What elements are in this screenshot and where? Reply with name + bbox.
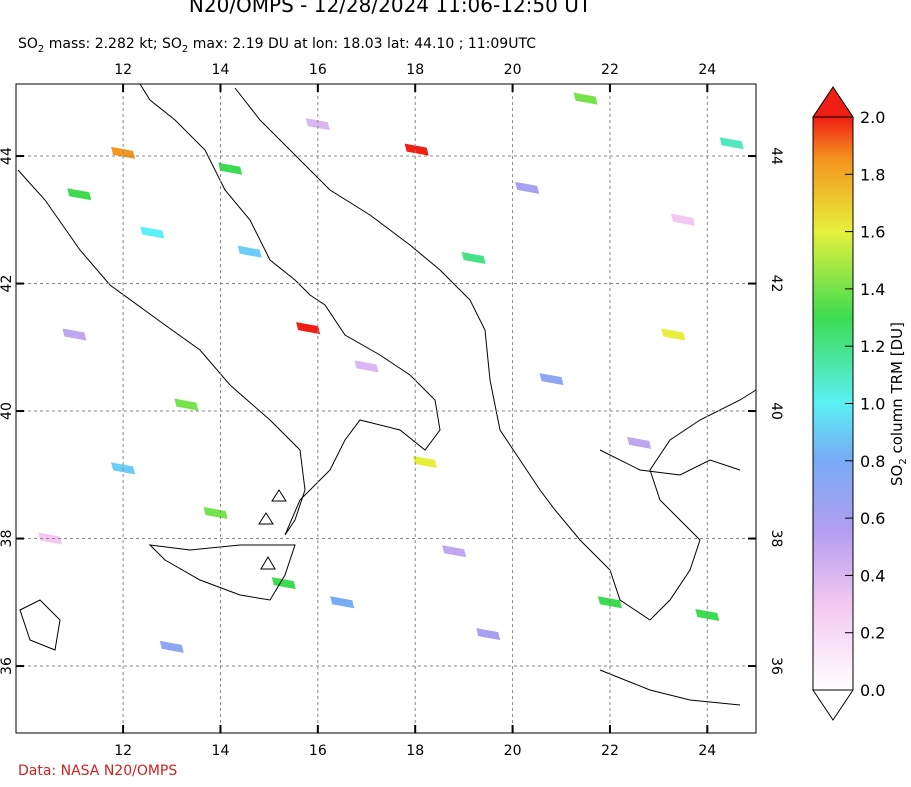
so2-pixel	[695, 609, 720, 622]
colorbar-tick-label: 1.2	[860, 337, 885, 356]
colorbar-tick-label: 1.6	[860, 223, 885, 242]
subscript: 2	[38, 44, 44, 55]
x-tick-label: 20	[504, 743, 522, 759]
x-tick-label: 18	[406, 743, 424, 759]
so2-pixel	[412, 456, 437, 469]
so2-pixel	[573, 92, 598, 105]
so2-pixel	[67, 188, 92, 201]
so2-pixel	[461, 252, 486, 265]
colorbar-max-arrow	[812, 86, 854, 118]
so2-pixel	[539, 373, 564, 386]
colorbar-label: SO2 column TRM [DU]	[888, 322, 909, 486]
x-tick-label: 18	[406, 62, 424, 78]
so2-pixel	[159, 640, 184, 653]
x-tick-label: 22	[601, 743, 619, 759]
colorbar-tick-label: 0.2	[860, 624, 885, 643]
colorbar-tick-label: 0.0	[860, 681, 885, 700]
y-tick-label: 44	[0, 147, 15, 165]
subtitle-part: SO	[18, 36, 38, 52]
title: N20/OMPS - 12/28/2024 11:06-12:50 UT	[189, 0, 592, 17]
so2-pixel	[404, 143, 429, 156]
subscript: 2	[182, 44, 188, 55]
x-tick-label: 24	[698, 62, 716, 78]
volcanoes	[258, 489, 287, 570]
colorbar-tick-label: 0.4	[860, 566, 885, 585]
subtitle-part: max: 2.19 DU at lon: 18.03 lat: 44.10 ; …	[188, 36, 536, 52]
y-tick-label: 38	[0, 530, 15, 548]
subtitle-part: mass: 2.282 kt; SO	[44, 36, 182, 52]
y-tick-label: 40	[0, 402, 15, 420]
so2-pixel	[296, 322, 321, 335]
y-tick-label: 38	[768, 530, 784, 548]
credit: Data: NASA N20/OMPS	[18, 763, 177, 779]
colorbar-tick-label: 2.0	[860, 108, 885, 127]
so2-pixel	[661, 328, 686, 341]
so2-pixel	[218, 162, 243, 175]
so2-pixel	[476, 628, 501, 641]
x-tick-label: 12	[114, 62, 132, 78]
colorbar-min-arrow	[812, 689, 854, 721]
x-tick-label: 12	[114, 743, 132, 759]
subtitle: SO2 mass: 2.282 kt; SO2 max: 2.19 DU at …	[18, 36, 536, 55]
y-tick-label: 40	[768, 402, 784, 420]
x-tick-label: 14	[212, 743, 230, 759]
colorbar-tick-label: 0.8	[860, 452, 885, 471]
so2-pixel	[140, 226, 165, 239]
so2-pixel	[670, 213, 695, 226]
subscript: 2	[898, 458, 909, 464]
map-border	[15, 83, 757, 734]
y-tick-label: 42	[768, 275, 784, 293]
x-tick-label: 20	[504, 62, 522, 78]
so2-pixel	[203, 507, 228, 520]
so2-pixel	[354, 360, 379, 373]
coastlines	[17, 83, 757, 706]
so2-pixel	[62, 328, 87, 341]
colorbar-tick-label: 0.6	[860, 509, 885, 528]
so2-pixel	[442, 545, 467, 558]
y-tick-label: 44	[768, 147, 784, 165]
label-part: SO	[888, 465, 906, 486]
so2-pixel	[305, 118, 330, 131]
colorbar-tick-label: 1.8	[860, 165, 885, 184]
x-tick-label: 14	[212, 62, 230, 78]
colorbar-tick-label: 1.4	[860, 280, 885, 299]
x-tick-label: 16	[309, 62, 327, 78]
y-tick-label: 42	[0, 275, 15, 293]
map-frame	[16, 84, 756, 733]
label-part: column TRM [DU]	[888, 322, 906, 458]
x-tick-label: 22	[601, 62, 619, 78]
colorbar-tick-label: 1.0	[860, 395, 885, 414]
so2-pixel	[237, 245, 262, 258]
so2-pixel	[719, 137, 744, 150]
so2-pixel	[330, 596, 355, 609]
so2-pixel	[174, 398, 199, 411]
so2-pixel	[38, 532, 63, 545]
y-tick-label: 36	[768, 657, 784, 675]
so2-pixel	[515, 181, 540, 194]
x-tick-label: 16	[309, 743, 327, 759]
y-tick-label: 36	[0, 657, 15, 675]
x-tick-label: 24	[698, 743, 716, 759]
so2-pixel	[271, 577, 296, 590]
so2-pixel	[627, 436, 652, 449]
